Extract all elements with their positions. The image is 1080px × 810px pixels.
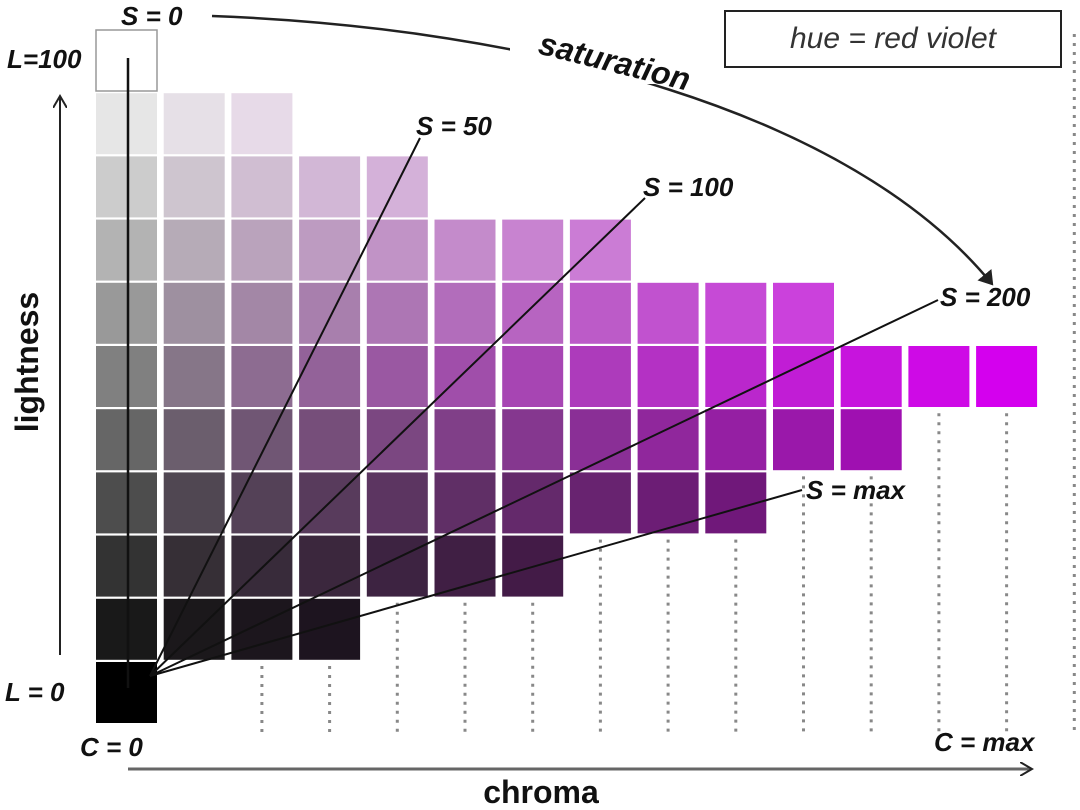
- grid-cell-r6-c11: [840, 409, 902, 471]
- hue-label-box: hue = red violet: [724, 10, 1062, 68]
- grid-cell-r3-c4: [366, 219, 428, 281]
- grid-cell-r6-c2: [231, 409, 293, 471]
- s-0-label: S = 0: [121, 1, 183, 31]
- grid-cell-r1-c1: [163, 93, 225, 155]
- grid-cell-r4-c4: [366, 282, 428, 344]
- grid-cell-r4-c2: [231, 282, 293, 344]
- grid-cell-r4-c6: [502, 282, 564, 344]
- grid-cell-r5-c13: [976, 346, 1038, 407]
- grid-cell-r6-c0: [96, 409, 157, 471]
- grid-cell-r3-c2: [231, 219, 293, 281]
- saturation-arc: [211, 14, 994, 286]
- s-max-label: S = max: [806, 475, 907, 505]
- s-50-label: S = 50: [416, 111, 492, 141]
- grid-cell-r6-c1: [163, 409, 225, 471]
- grid-cell-r5-c7: [569, 346, 631, 407]
- grid-cell-r3-c5: [434, 219, 496, 281]
- grid-cell-r7-c7: [569, 472, 631, 534]
- l-0-label: L = 0: [5, 677, 65, 707]
- grid-cell-r2-c1: [163, 156, 225, 218]
- s-50-line: [149, 137, 421, 677]
- grid-cell-r5-c6: [502, 346, 564, 407]
- grid-cell-r5-c8: [637, 346, 699, 407]
- grid-cell-r5-c11: [840, 346, 902, 407]
- grid-cell-r2-c2: [231, 156, 293, 218]
- grid-cell-r5-c3: [299, 346, 361, 407]
- grid-cell-r7-c5: [434, 472, 496, 534]
- grid-cell-r3-c0: [96, 219, 157, 281]
- grid-cell-r4-c10: [773, 282, 834, 344]
- grid-cell-r6-c10: [773, 409, 834, 471]
- s-100-label: S = 100: [643, 172, 734, 202]
- grid-cell-r4-c3: [299, 282, 361, 344]
- c-max-label: C = max: [934, 727, 1036, 757]
- c-0-label: C = 0: [80, 732, 143, 762]
- grid-cell-r5-c10: [773, 346, 834, 407]
- grid-cell-r2-c3: [299, 156, 361, 218]
- grid-cell-r7-c4: [366, 472, 428, 534]
- grid-cell-r4-c0: [96, 282, 157, 344]
- chroma-label: chroma: [483, 774, 599, 810]
- grid-cell-r4-c5: [434, 282, 496, 344]
- s-100-line: [149, 197, 646, 677]
- grid-cell-r5-c12: [908, 346, 970, 407]
- grid-cell-r3-c3: [299, 219, 361, 281]
- grid-cell-r8-c3: [299, 535, 361, 597]
- grid-cell-r5-c1: [163, 346, 225, 407]
- grid-cell-r3-c1: [163, 219, 225, 281]
- grid-cell-r3-c7: [569, 219, 631, 281]
- lightness-label: lightness: [9, 292, 45, 432]
- grid-cell-r4-c1: [163, 282, 225, 344]
- grid-cell-r6-c9: [705, 409, 767, 471]
- grid-cell-r5-c5: [434, 346, 496, 407]
- l-100-label: L=100: [7, 44, 82, 74]
- grid-cell-r7-c1: [163, 472, 225, 534]
- grid-cell-r8-c5: [434, 535, 496, 597]
- saturation-lines: [149, 137, 939, 677]
- hue-label: hue = red violet: [790, 22, 996, 55]
- grid-cell-r3-c6: [502, 219, 564, 281]
- grid-cell-r5-c2: [231, 346, 293, 407]
- grid-cell-r8-c4: [366, 535, 428, 597]
- s-max-line: [149, 489, 803, 677]
- grid-cell-r6-c5: [434, 409, 496, 471]
- grid-cell-r2-c0: [96, 156, 157, 218]
- grid-cell-r5-c0: [96, 346, 157, 407]
- grid-cell-r7-c2: [231, 472, 293, 534]
- grid-cell-r7-c8: [637, 472, 699, 534]
- grid-cell-r8-c0: [96, 535, 157, 597]
- grid-cell-r6-c6: [502, 409, 564, 471]
- color-grid: [95, 29, 1038, 723]
- grid-cell-r1-c0: [96, 93, 157, 155]
- grid-cell-r9-c3: [299, 598, 361, 660]
- grid-cell-r6-c3: [299, 409, 361, 471]
- grid-cell-r4-c9: [705, 282, 767, 344]
- dotted-column-guides: [260, 34, 1076, 735]
- grid-cell-r7-c0: [96, 472, 157, 534]
- grid-cell-r5-c4: [366, 346, 428, 407]
- grid-cell-r10-c0: [96, 662, 157, 723]
- grid-cell-r2-c4: [366, 156, 428, 218]
- s-200-line: [149, 299, 939, 677]
- grid-cell-r6-c4: [366, 409, 428, 471]
- grid-cell-r4-c7: [569, 282, 631, 344]
- saturation-arc-label: saturation: [535, 25, 694, 97]
- grid-cell-r1-c2: [231, 93, 293, 155]
- s-200-label: S = 200: [940, 282, 1031, 312]
- grid-cell-r4-c8: [637, 282, 699, 344]
- grid-cell-r9-c0: [96, 598, 157, 660]
- grid-cell-r0-c0: [95, 29, 158, 92]
- grid-cell-r5-c9: [705, 346, 767, 407]
